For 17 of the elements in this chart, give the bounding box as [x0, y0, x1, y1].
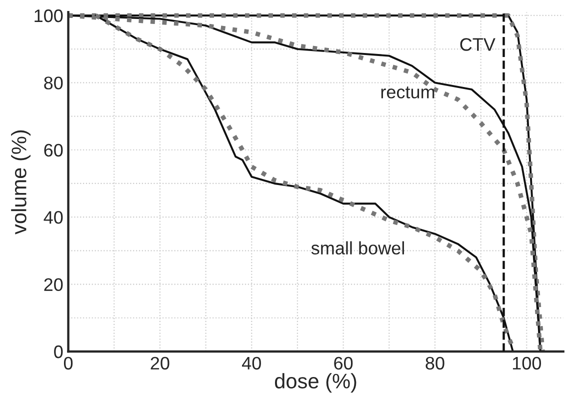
y-axis-title: volume (%)	[11, 130, 31, 234]
y-tick-label: 0	[54, 345, 63, 358]
x-tick-label: 20	[150, 356, 170, 370]
x-tick-label: 100	[512, 356, 541, 370]
x-tick-label: 40	[242, 356, 261, 370]
annotation: rectum	[381, 86, 434, 98]
x-tick-label: 60	[334, 356, 353, 370]
annotation: CTV	[460, 38, 496, 51]
x-axis-title: dose (%)	[274, 373, 356, 393]
annotation: small bowel	[311, 241, 404, 255]
y-tick-label: 60	[44, 144, 63, 157]
y-tick-label: 80	[44, 76, 63, 90]
y-tick-label: 40	[44, 211, 63, 224]
y-tick-label: 100	[34, 9, 63, 22]
y-tick-label: 20	[44, 278, 63, 291]
x-tick-label: 0	[64, 356, 73, 370]
x-tick-label: 80	[426, 356, 444, 370]
